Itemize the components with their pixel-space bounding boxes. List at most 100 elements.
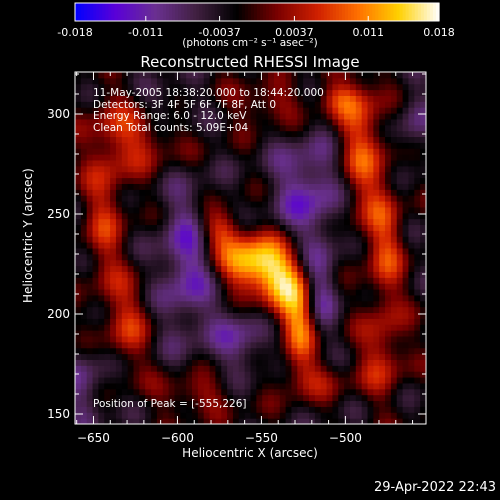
heatmap-cell bbox=[326, 347, 333, 355]
heatmap-cell bbox=[192, 265, 199, 272]
heatmap-cell bbox=[133, 212, 140, 220]
heatmap-cell bbox=[332, 136, 339, 143]
heatmap-cell bbox=[414, 83, 421, 91]
heatmap-cell bbox=[209, 341, 216, 349]
heatmap-cell bbox=[314, 83, 322, 91]
heatmap-cell bbox=[145, 271, 152, 278]
heatmap-cell bbox=[197, 400, 205, 407]
heatmap-cell bbox=[250, 212, 257, 220]
heatmap-cell bbox=[361, 72, 368, 79]
heatmap-cell bbox=[326, 201, 333, 208]
heatmap-cell bbox=[367, 353, 374, 360]
heatmap-cell bbox=[92, 324, 99, 331]
heatmap-cell bbox=[338, 271, 345, 278]
heatmap-cell bbox=[86, 189, 94, 196]
heatmap-cell bbox=[344, 406, 351, 413]
heatmap-cell bbox=[197, 212, 205, 220]
heatmap-cell bbox=[349, 324, 357, 331]
heatmap-cell bbox=[379, 113, 386, 120]
heatmap-cell bbox=[303, 377, 310, 384]
heatmap-cell bbox=[326, 171, 333, 179]
heatmap-cell bbox=[238, 400, 246, 407]
heatmap-cell bbox=[80, 330, 88, 337]
heatmap-cell bbox=[390, 412, 398, 419]
heatmap-cell bbox=[92, 300, 99, 308]
heatmap-cell bbox=[104, 412, 111, 419]
heatmap-cell bbox=[297, 230, 304, 237]
heatmap-cell bbox=[326, 418, 333, 425]
heatmap-cell bbox=[232, 107, 240, 114]
heatmap-cell bbox=[98, 107, 105, 114]
heatmap-cell bbox=[338, 118, 345, 126]
heatmap-cell bbox=[402, 142, 409, 149]
heatmap-cell bbox=[227, 330, 234, 337]
heatmap-cell bbox=[232, 224, 240, 231]
heatmap-cell bbox=[104, 130, 111, 138]
heatmap-cell bbox=[104, 72, 111, 79]
heatmap-cell bbox=[355, 136, 363, 143]
heatmap-cell bbox=[168, 271, 175, 278]
heatmap-cell bbox=[367, 418, 374, 425]
heatmap-cell bbox=[244, 382, 251, 390]
heatmap-cell bbox=[390, 306, 398, 314]
heatmap-cell bbox=[338, 171, 345, 179]
heatmap-cell bbox=[80, 160, 88, 167]
heatmap-cell bbox=[215, 294, 222, 302]
heatmap-cell bbox=[203, 118, 211, 126]
heatmap-cell bbox=[332, 306, 339, 314]
colorbar-swatch bbox=[417, 3, 422, 21]
heatmap-cell bbox=[408, 218, 415, 226]
heatmap-cell bbox=[227, 230, 234, 237]
heatmap-cell bbox=[110, 271, 117, 278]
heatmap-cell bbox=[379, 318, 386, 325]
heatmap-cell bbox=[309, 154, 316, 161]
heatmap-cell bbox=[215, 171, 222, 179]
heatmap-cell bbox=[180, 160, 187, 167]
heatmap-cell bbox=[238, 347, 246, 355]
heatmap-cell bbox=[344, 289, 351, 296]
heatmap-cell bbox=[379, 388, 386, 396]
heatmap-cell bbox=[309, 400, 316, 407]
heatmap-cell bbox=[367, 406, 374, 413]
heatmap-cell bbox=[367, 324, 374, 331]
heatmap-cell bbox=[168, 142, 175, 149]
heatmap-cell bbox=[338, 148, 345, 155]
heatmap-cell bbox=[156, 165, 164, 173]
heatmap-cell bbox=[86, 124, 94, 132]
colorbar bbox=[74, 2, 440, 22]
heatmap-cell bbox=[268, 101, 275, 108]
heatmap-cell bbox=[390, 201, 398, 208]
heatmap-cell bbox=[215, 324, 222, 331]
heatmap-cell bbox=[361, 259, 368, 267]
heatmap-cell bbox=[297, 277, 304, 284]
heatmap-cell bbox=[174, 353, 181, 360]
heatmap-cell bbox=[385, 195, 392, 202]
heatmap-cell bbox=[268, 206, 275, 214]
heatmap-cell bbox=[326, 224, 333, 231]
heatmap-cell bbox=[151, 183, 158, 190]
heatmap-cell bbox=[373, 183, 380, 190]
heatmap-cell bbox=[420, 382, 427, 390]
heatmap-cell bbox=[390, 177, 398, 184]
heatmap-cell bbox=[75, 353, 82, 360]
heatmap-cell bbox=[385, 265, 392, 272]
heatmap-cell bbox=[373, 277, 380, 284]
heatmap-cell bbox=[145, 289, 152, 296]
heatmap-cell bbox=[303, 394, 310, 402]
heatmap-cell bbox=[285, 171, 292, 179]
heatmap-cell bbox=[121, 330, 129, 337]
heatmap-cell bbox=[133, 107, 140, 114]
heatmap-cell bbox=[414, 312, 421, 319]
heatmap-cell bbox=[297, 341, 304, 349]
heatmap-cell bbox=[92, 165, 99, 173]
heatmap-cell bbox=[373, 406, 380, 413]
heatmap-cell bbox=[320, 359, 328, 366]
heatmap-cell bbox=[75, 318, 82, 325]
heatmap-cell bbox=[408, 312, 415, 319]
heatmap-cell bbox=[396, 107, 404, 114]
heatmap-cell bbox=[174, 218, 181, 226]
heatmap-cell bbox=[115, 377, 123, 384]
heatmap-cell bbox=[279, 83, 287, 91]
heatmap-cell bbox=[385, 406, 392, 413]
heatmap-cell bbox=[180, 118, 187, 126]
